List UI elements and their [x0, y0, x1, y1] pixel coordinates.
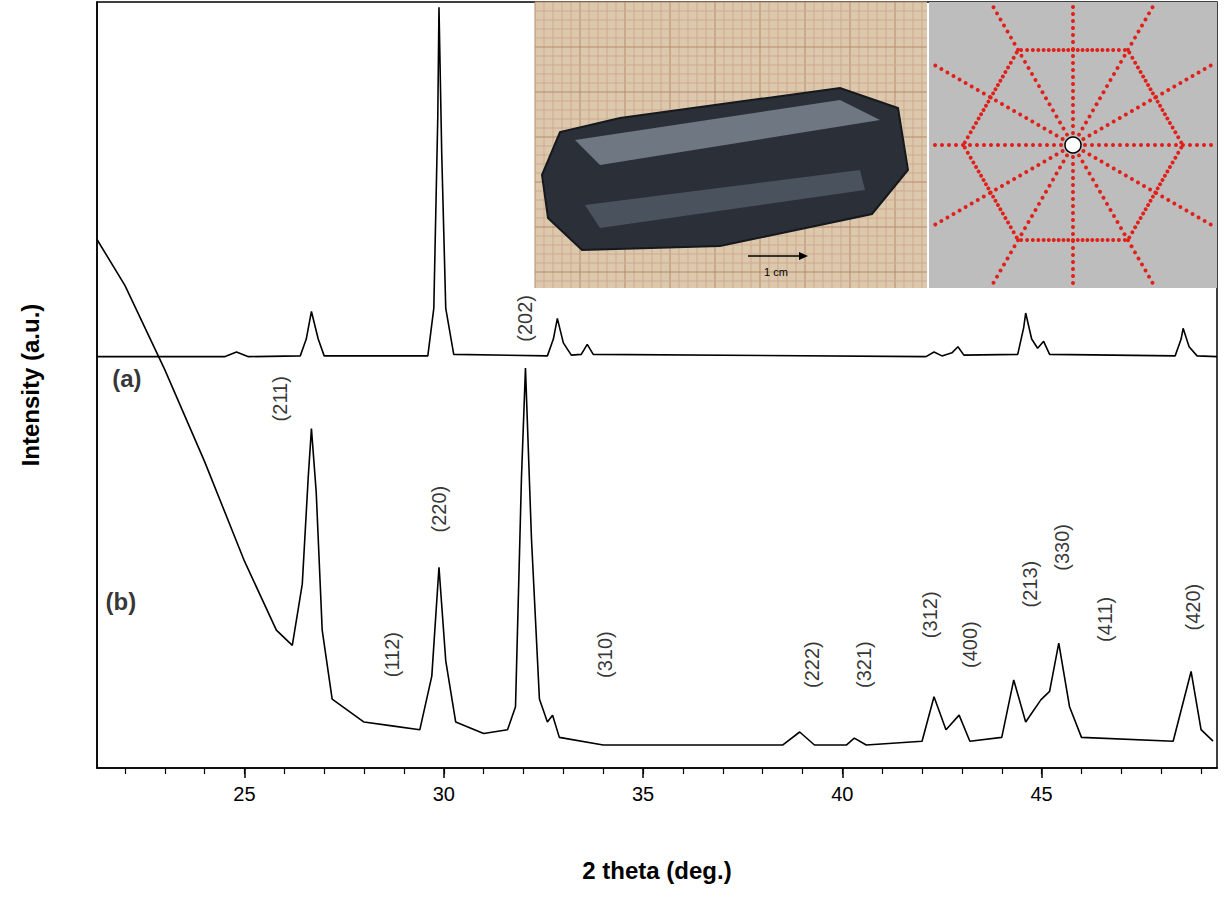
svg-text:30: 30: [433, 783, 455, 805]
svg-text:(220): (220): [428, 486, 450, 533]
svg-text:(330): (330): [1051, 524, 1073, 571]
svg-text:(310): (310): [594, 631, 616, 678]
svg-text:(112): (112): [381, 632, 403, 677]
svg-text:(b): (b): [106, 588, 137, 615]
svg-text:(400): (400): [959, 621, 981, 668]
svg-text:(222): (222): [801, 641, 823, 688]
svg-text:(a): (a): [112, 365, 141, 392]
svg-text:2 theta (deg.): 2 theta (deg.): [582, 857, 731, 884]
svg-text:(202): (202): [514, 295, 536, 342]
svg-text:25: 25: [233, 783, 255, 805]
svg-text:45: 45: [1031, 783, 1053, 805]
svg-text:(420): (420): [1182, 584, 1204, 631]
svg-text:Intensity (a.u.): Intensity (a.u.): [17, 304, 44, 467]
svg-text:40: 40: [831, 783, 853, 805]
svg-text:(321): (321): [853, 641, 875, 688]
svg-text:(211): (211): [269, 376, 291, 421]
svg-text:(411): (411): [1094, 597, 1116, 642]
svg-text:1 cm: 1 cm: [764, 266, 788, 278]
svg-text:(312): (312): [919, 591, 941, 638]
svg-text:(213): (213): [1019, 561, 1041, 608]
svg-text:35: 35: [632, 783, 654, 805]
